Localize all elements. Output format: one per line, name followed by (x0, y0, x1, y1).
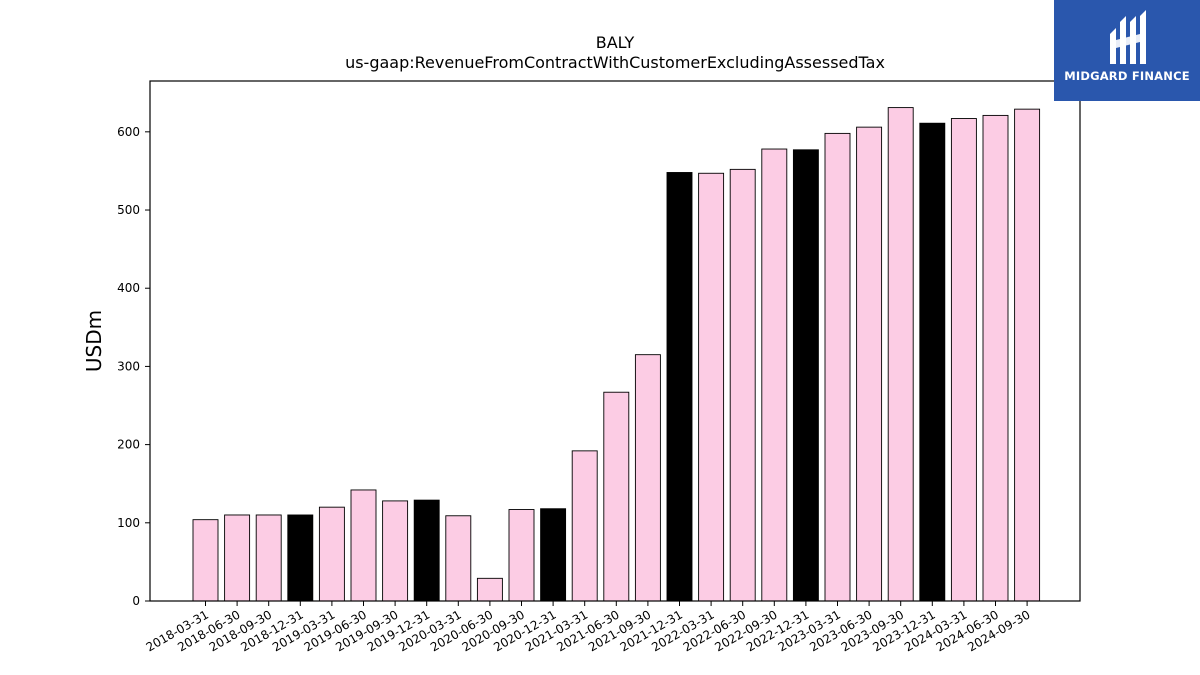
y-tick-label: 600 (117, 125, 140, 139)
bar-2022-06-30 (729, 168, 756, 602)
bar-2022-03-31 (698, 172, 725, 602)
y-axis-ticks: 0 100 200 300 400 500 600 (117, 125, 150, 608)
y-tick-label: 400 (117, 281, 140, 295)
bar-2024-09-30 (1014, 108, 1041, 602)
bar-2022-12-31 (792, 149, 819, 602)
bars-layer (192, 107, 1041, 602)
bar-2020-12-31 (540, 508, 567, 602)
bar-2020-06-30 (476, 577, 503, 602)
bar-2018-12-31 (287, 514, 314, 602)
bar-2018-03-31 (192, 519, 219, 602)
bar-2023-09-30 (887, 107, 914, 602)
bar-2018-09-30 (255, 514, 282, 602)
y-tick-label: 200 (117, 438, 140, 452)
brand-name: MIDGARD FINANCE (1064, 69, 1190, 83)
y-tick-label: 300 (117, 359, 140, 373)
chart-subtitle: us-gaap:RevenueFromContractWithCustomerE… (345, 53, 885, 72)
y-tick-label: 500 (117, 203, 140, 217)
bar-2021-12-31 (666, 172, 693, 602)
bar-2021-09-30 (634, 354, 661, 602)
bar-2023-03-31 (824, 132, 851, 602)
y-axis-label: USDm (82, 310, 106, 372)
chart-title: BALY (596, 33, 635, 52)
bar-2021-06-30 (603, 391, 630, 602)
bar-2024-03-31 (950, 118, 977, 602)
bar-2021-03-31 (571, 450, 598, 602)
x-axis-ticks: 2018-03-312018-06-302018-09-302018-12-31… (144, 601, 1033, 654)
bar-2019-12-31 (413, 499, 440, 602)
midgard-logo-icon (1110, 10, 1146, 64)
bar-2020-09-30 (508, 509, 535, 602)
bar-2024-06-30 (982, 114, 1009, 602)
bar-2023-06-30 (856, 126, 883, 602)
bar-2019-06-30 (350, 489, 377, 602)
bar-2020-03-31 (445, 515, 472, 602)
bar-2022-09-30 (761, 148, 788, 602)
bar-2019-03-31 (318, 506, 345, 602)
bar-2018-06-30 (224, 514, 251, 602)
bar-2019-09-30 (382, 500, 409, 602)
bar-2023-12-31 (919, 122, 946, 602)
plot-frame (149, 80, 1081, 602)
brand-logo: MIDGARD FINANCE (1054, 0, 1200, 101)
y-tick-label: 0 (132, 594, 140, 608)
y-tick-label: 100 (117, 516, 140, 530)
